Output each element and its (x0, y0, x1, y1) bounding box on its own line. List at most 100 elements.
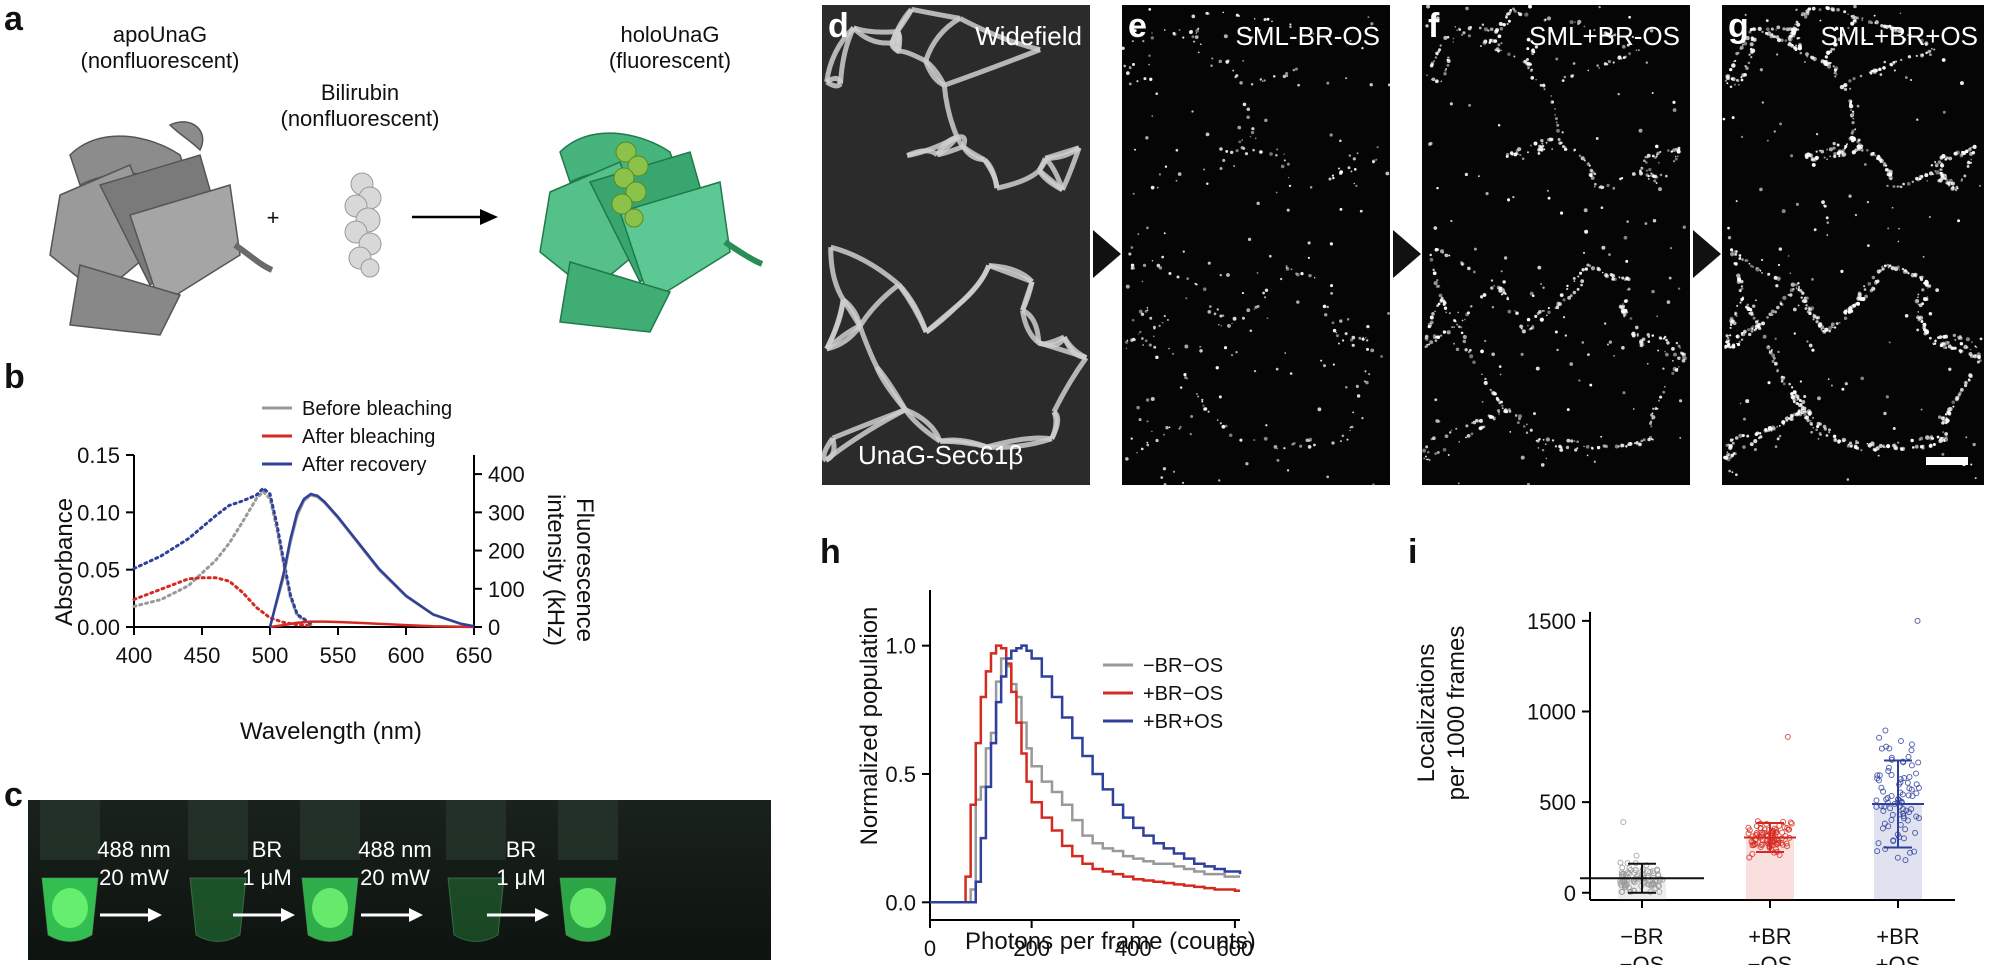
i-data-point (1897, 776, 1904, 783)
localization-dot (1521, 329, 1526, 334)
localization-dot (1869, 153, 1873, 157)
localization-dot (1565, 445, 1570, 450)
background-dot (1151, 115, 1154, 117)
localization-dot (1851, 121, 1855, 125)
localization-dot (1826, 64, 1832, 69)
localization-dot (1930, 47, 1933, 50)
localization-dot (1869, 288, 1874, 293)
localization-dot (1250, 130, 1255, 135)
localization-dot (1263, 79, 1266, 82)
background-dot (1164, 165, 1168, 168)
localization-dot (1142, 39, 1145, 43)
c-arrow-label: 488 nm 20 mW (351, 836, 439, 891)
background-dot (1593, 460, 1596, 463)
h-ytick-label: 1.0 (885, 634, 916, 659)
localization-dot (1755, 267, 1760, 272)
localization-dot (1808, 307, 1813, 312)
localization-dot (1481, 373, 1483, 376)
i-data-point (1644, 868, 1651, 875)
localization-dot (1562, 145, 1565, 149)
background-dot (1821, 200, 1825, 205)
localization-dot (1536, 439, 1540, 443)
background-dot (1886, 184, 1889, 188)
background-dot (1623, 235, 1628, 240)
localization-dot (1896, 265, 1900, 269)
localization-dot (1496, 408, 1501, 413)
localization-dot (1749, 442, 1754, 447)
localization-dot (1662, 390, 1666, 394)
background-dot (1581, 341, 1585, 344)
localization-dot (1649, 421, 1652, 424)
background-dot (1153, 345, 1157, 349)
localization-dot (1725, 74, 1731, 79)
background-dot (1626, 220, 1629, 223)
b-y2tick-label: 400 (488, 462, 525, 487)
background-dot (1904, 76, 1908, 79)
localization-dot (1140, 447, 1144, 451)
i-data-point (1898, 799, 1905, 806)
localization-dot (1845, 143, 1848, 146)
localization-dot (1465, 436, 1467, 439)
background-dot (1863, 163, 1867, 166)
localization-dot (1875, 446, 1880, 451)
localization-dot (1146, 307, 1149, 309)
background-dot (1339, 139, 1342, 143)
localization-dot (1739, 289, 1742, 293)
background-dot (1473, 247, 1477, 251)
localization-dot (1953, 346, 1957, 350)
background-dot (1520, 352, 1524, 356)
localization-dot (1849, 100, 1853, 104)
localization-dot (1541, 142, 1544, 145)
background-dot (1668, 276, 1672, 280)
localization-dot (1794, 393, 1798, 397)
localization-dot (1529, 144, 1532, 147)
localization-dot (1735, 334, 1740, 339)
background-dot (1979, 185, 1981, 187)
localization-dot (1574, 448, 1578, 452)
background-dot (1481, 23, 1485, 26)
background-dot (1793, 332, 1797, 335)
i-data-point (1882, 727, 1889, 734)
localization-dot (1506, 297, 1510, 301)
localization-dot (1736, 342, 1741, 347)
localization-dot (1815, 150, 1818, 153)
localization-dot (1953, 151, 1957, 156)
localization-dot (1527, 151, 1529, 154)
localization-dot (1489, 27, 1494, 32)
localization-dot (1472, 270, 1476, 274)
localization-dot (1611, 35, 1613, 38)
localization-dot (1507, 52, 1511, 56)
localization-dot (1852, 19, 1858, 24)
background-dot (1628, 15, 1631, 19)
localization-dot (1899, 185, 1902, 188)
background-dot (1177, 172, 1182, 176)
i-data-point (1772, 833, 1779, 840)
localization-dot (1629, 317, 1633, 320)
localization-dot (1490, 279, 1494, 282)
localization-dot (1642, 438, 1646, 442)
sml-br-plus-os-image (1722, 5, 1983, 481)
localization-dot (1960, 178, 1963, 181)
background-dot (1779, 122, 1783, 126)
localization-dot (1366, 347, 1370, 351)
background-dot (1887, 227, 1890, 230)
localization-dot (1216, 308, 1220, 311)
i-data-point (1885, 767, 1892, 774)
localization-dot (1142, 344, 1144, 346)
localization-dot (1752, 265, 1755, 269)
localization-dot (1493, 392, 1497, 396)
localization-dot (1596, 64, 1600, 67)
localization-dot (1882, 66, 1886, 70)
localization-dot (1847, 13, 1849, 16)
b-absorbance-series (132, 489, 313, 627)
localization-dot (1958, 391, 1962, 395)
localization-dot (1735, 51, 1739, 56)
background-dot (1806, 340, 1809, 343)
background-dot (1827, 378, 1830, 380)
localization-dot (1439, 44, 1442, 47)
background-dot (1264, 118, 1268, 123)
background-dot (1341, 434, 1345, 438)
localization-dot (1256, 304, 1260, 308)
background-dot (1830, 384, 1833, 387)
i-data-point (1617, 859, 1624, 866)
